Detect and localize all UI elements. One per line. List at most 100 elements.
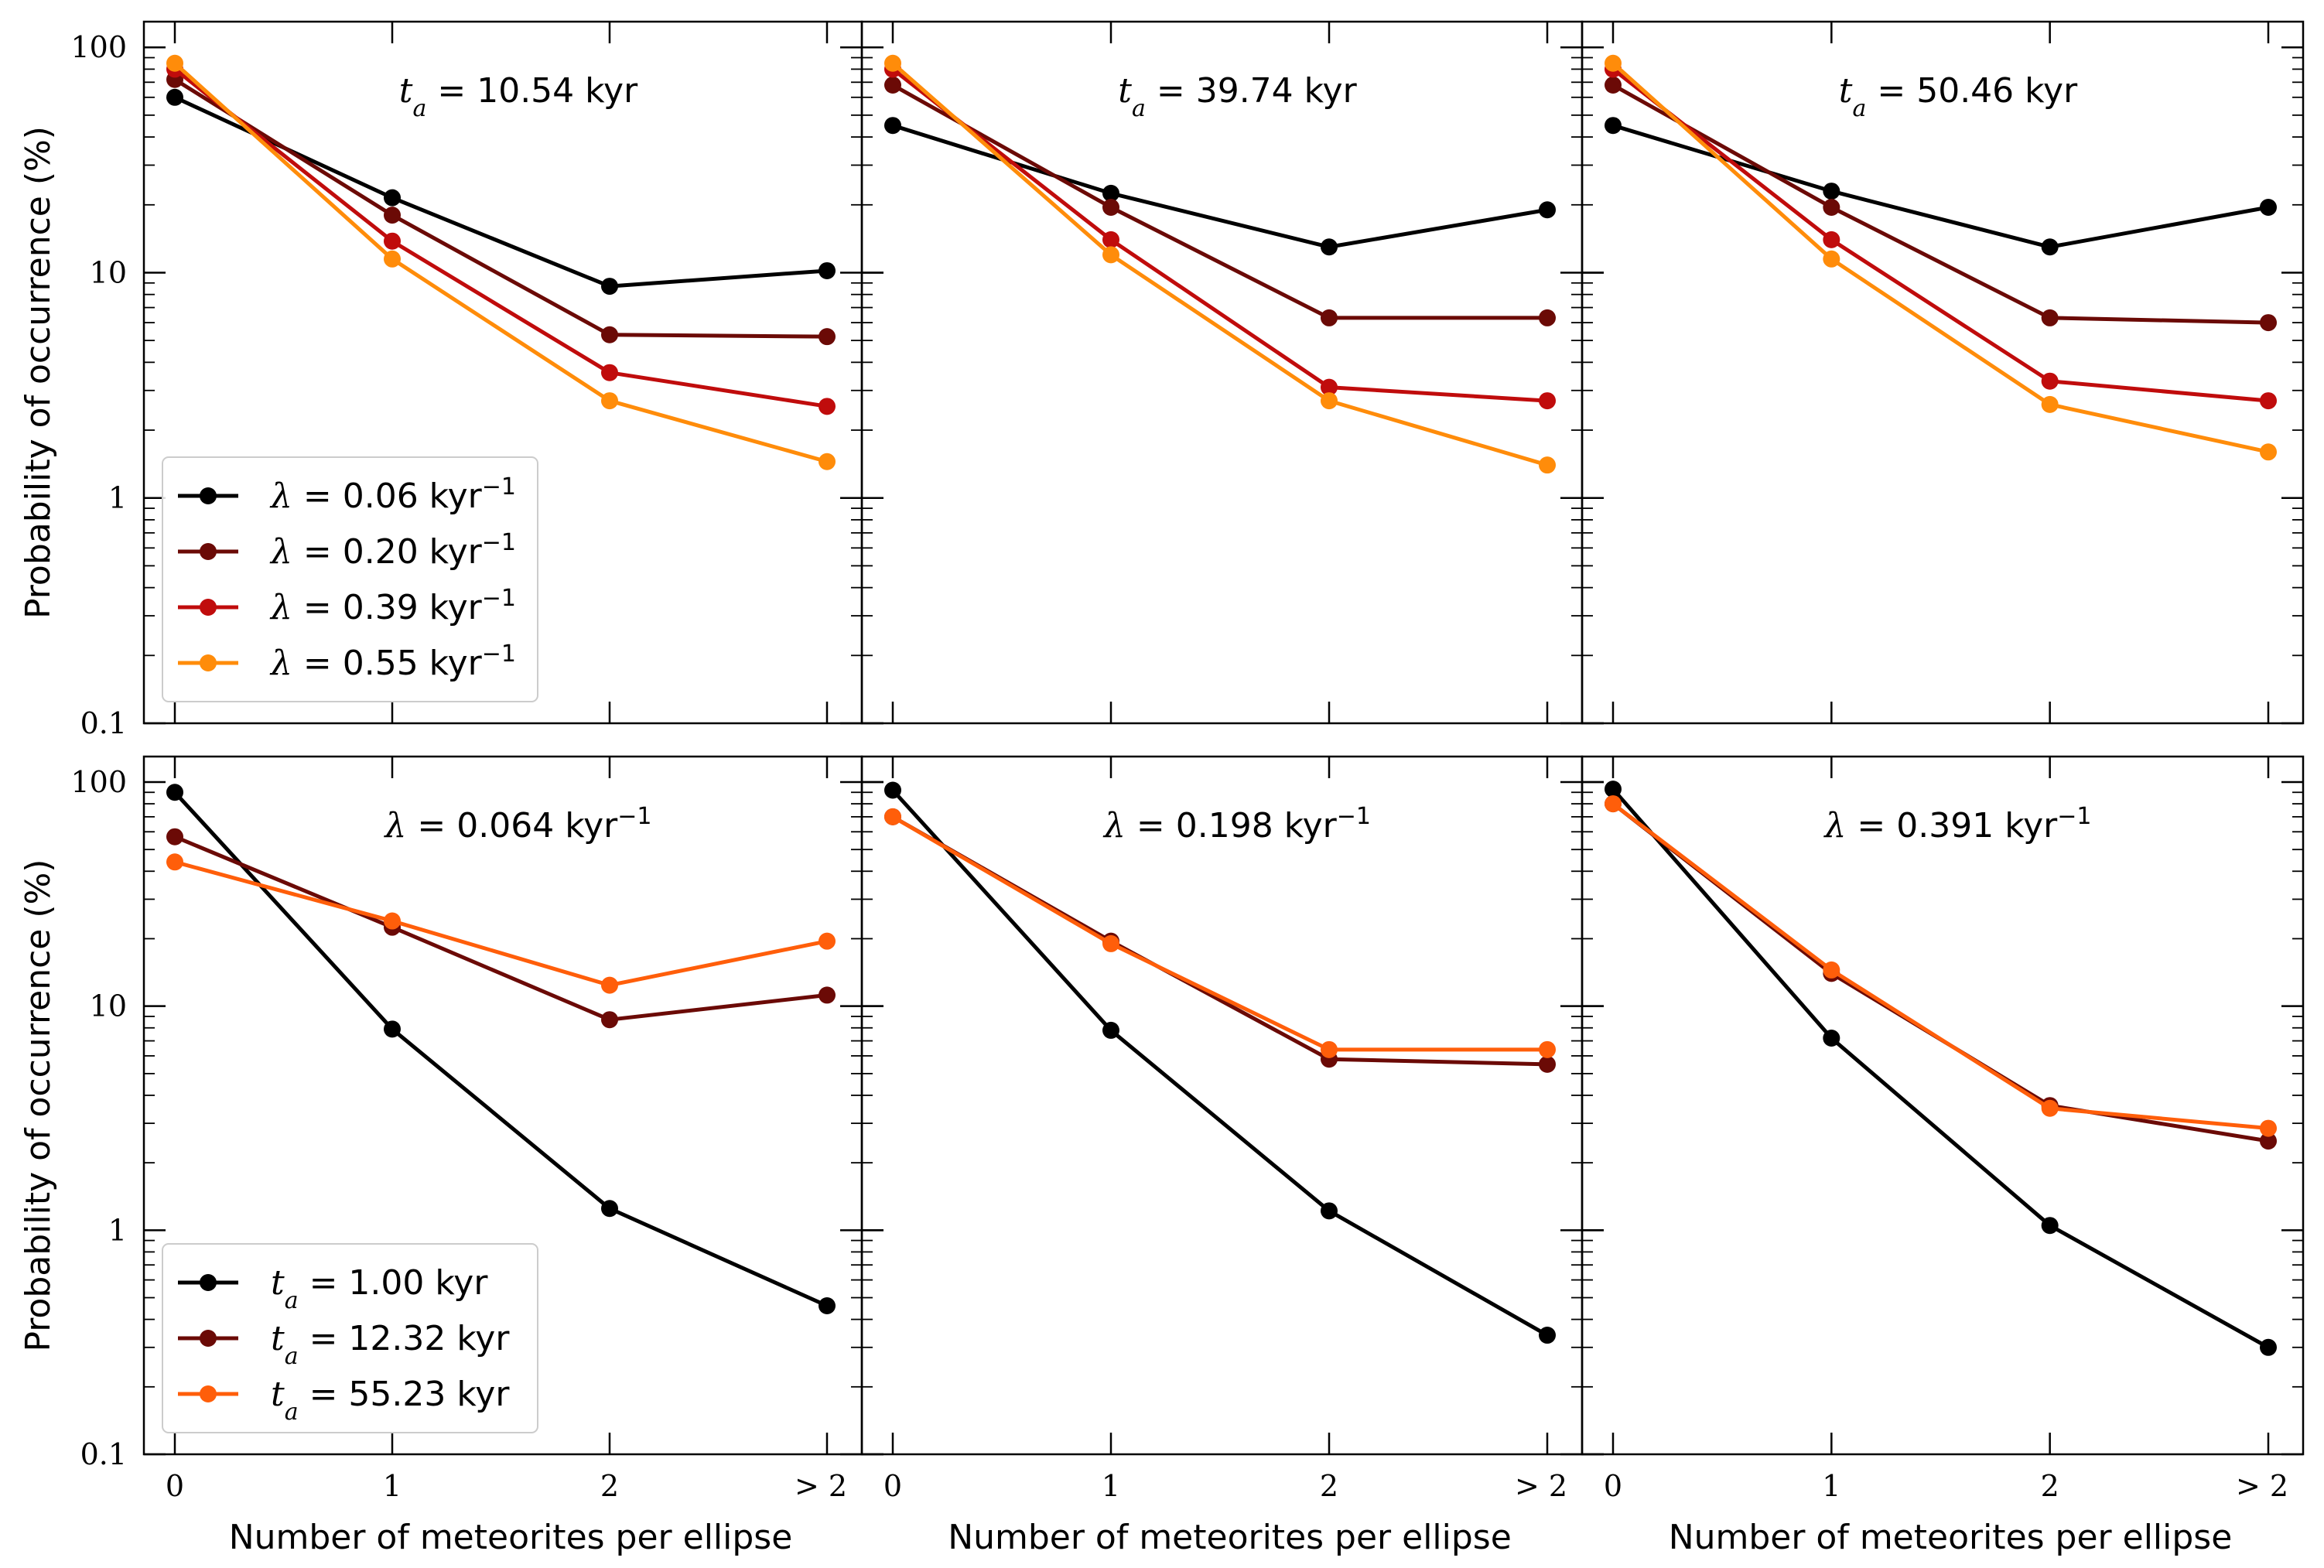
data-point [2041,395,2059,413]
data-point [819,453,836,470]
data-point [166,54,183,72]
data-point [1321,1040,1338,1058]
series-line [891,815,1548,1067]
data-point [1539,1055,1556,1073]
legend-marker [200,487,217,504]
legend-item: λ = 0.20 kyr−1 [178,529,516,572]
data-point [601,1011,618,1029]
legend-marker [200,543,217,560]
series-line [174,835,828,1022]
x-tick-label: > 2 [2236,1469,2288,1503]
x-tick-label: > 2 [1515,1469,1567,1503]
panel-top-middle: ta = 39.74 kyr [860,20,1604,725]
panel-annotation: ta = 50.46 kyr [1839,71,2078,122]
data-point [384,250,401,268]
series-line [1611,802,2269,1143]
legend-label: λ = 0.20 kyr−1 [269,529,516,572]
panel-bottom-left: 0.1 1 10 100 Probability of occurrence (%) 0 1… [19,755,883,1557]
legend-box [162,456,538,702]
data-point [1605,117,1622,135]
series-1 [884,808,1556,1073]
axes-frame [1581,20,2305,725]
data-point [166,828,183,845]
y-axis-label: Probability of occurrence (%) [19,126,58,619]
panel-annotation: λ = 0.198 kyr−1 [1102,803,1371,846]
y-tick-label: 100 [70,30,127,64]
y-tick-label: 1 [108,1213,127,1247]
data-point [1539,309,1556,326]
panel-annotation: ta = 10.54 kyr [399,71,638,122]
legend-label: ta = 55.23 kyr [271,1375,510,1426]
legend-item: λ = 0.55 kyr−1 [178,641,516,684]
data-point [1823,1029,1840,1047]
data-point [1321,309,1338,326]
legend-item: ta = 12.32 kyr [178,1319,510,1370]
legend: λ = 0.06 kyr−1 λ = 0.20 kyr−1 λ = 0.39 kyr… [162,456,538,702]
series-1 [1605,795,2277,1150]
x-tick-label: 0 [1604,1469,1622,1503]
legend-box [162,1243,538,1433]
series-line [1611,83,2269,325]
data-point [819,932,836,950]
series-line [891,83,1547,320]
series-line [1611,61,2269,454]
series-3 [884,54,1556,474]
axes-frame [1581,755,2305,1456]
series-line [891,788,1549,1337]
data-point [819,398,836,415]
series-2 [166,853,836,994]
x-tick-label: 2 [2041,1469,2059,1503]
data-point [819,261,836,279]
x-tick-label: 0 [883,1469,902,1503]
legend-label: ta = 12.32 kyr [271,1319,510,1370]
data-point [1102,198,1119,216]
data-point [2041,309,2059,326]
data-point [384,912,401,930]
x-tick-label: 0 [166,1469,184,1503]
series-3 [1605,54,2277,461]
data-point [601,278,618,295]
data-point [1539,456,1556,474]
data-point [2041,238,2059,256]
data-point [1605,795,1622,813]
data-point [1605,76,1622,94]
legend-label: λ = 0.55 kyr−1 [269,641,516,684]
data-point [1823,250,1840,268]
legend-marker [200,1274,217,1291]
series-line [1611,802,2269,1131]
series-0 [166,88,836,295]
legend-item: λ = 0.39 kyr−1 [178,585,516,627]
data-point [2041,1099,2059,1117]
series-line [173,67,828,408]
series-1 [884,76,1556,326]
data-point [601,392,618,410]
panel-top-right: ta = 50.46 kyr [1581,20,2305,725]
legend-label: λ = 0.06 kyr−1 [269,473,516,517]
x-axis-label: Number of meteorites per ellipse [1669,1518,2233,1557]
data-point [384,1020,401,1038]
panel-annotation: λ = 0.391 kyr−1 [1823,803,2092,846]
legend-item: ta = 55.23 kyr [178,1375,510,1426]
data-point [1102,934,1119,952]
data-point [2260,392,2277,410]
series-0 [1605,781,2277,1356]
series-1 [1605,76,2277,332]
data-point [166,784,183,801]
legend-marker [200,1385,217,1402]
series-2 [1605,795,2277,1137]
y-tick-label: 0.1 [80,1437,127,1471]
data-point [1539,201,1556,219]
series-2 [884,60,1556,410]
y-axis-label: Probability of occurrence (%) [19,859,58,1352]
data-point [819,986,836,1004]
x-tick-label: 1 [1822,1469,1840,1503]
series-line [1611,787,2270,1349]
series-line [173,61,828,464]
series-1 [166,70,836,346]
panel-top-left: 0.1 1 10 100 Probability of occurrence (%) ta… [19,20,883,740]
data-point [166,853,183,871]
